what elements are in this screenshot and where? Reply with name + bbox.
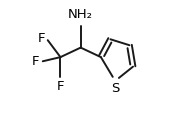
Text: F: F (38, 32, 45, 45)
Text: NH₂: NH₂ (68, 8, 93, 21)
Text: F: F (57, 80, 64, 93)
Text: S: S (111, 82, 119, 94)
Text: F: F (32, 55, 39, 68)
